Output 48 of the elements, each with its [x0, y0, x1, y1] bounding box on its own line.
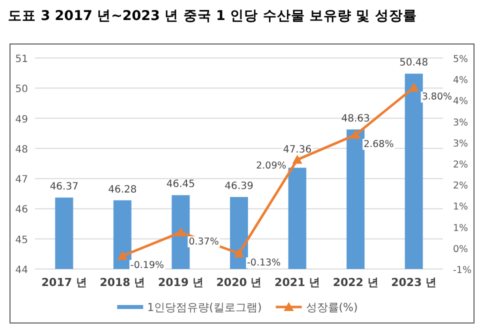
- data-label: 46.28: [108, 184, 137, 196]
- y-tick-label: 46: [15, 204, 28, 216]
- point: [350, 130, 361, 139]
- data-label: -0.13%: [247, 257, 281, 268]
- point: [176, 227, 186, 236]
- x-tick-label: 2020 년: [216, 276, 262, 289]
- y2-tick-label: 3%: [453, 138, 468, 150]
- y2-tick-label: 2%: [453, 160, 468, 170]
- point: [408, 82, 419, 92]
- x-tick-label: 2023 년: [391, 276, 437, 289]
- x-tick-label: 2019 년: [158, 276, 204, 289]
- y-tick-label: 49: [15, 114, 28, 126]
- data-label: 46.45: [166, 179, 196, 190]
- point: [117, 250, 128, 260]
- data-label: 50.48: [400, 58, 428, 69]
- y-tick-label: 44: [15, 265, 28, 276]
- y-tick-label: 45: [15, 234, 28, 246]
- data-label: 2.68%: [364, 138, 394, 150]
- data-label: 46.39: [224, 180, 254, 192]
- data-label: 47.36: [282, 144, 312, 156]
- y-tick-label: 51: [15, 54, 28, 65]
- x-tick-label: 2021 년: [274, 276, 320, 289]
- y2-tick-label: 3%: [453, 117, 468, 128]
- data-label: 46.37: [50, 182, 78, 193]
- data-label: 48.63: [341, 113, 370, 124]
- data-label: 0.37%: [188, 236, 219, 248]
- y2-tick-label: 1%: [453, 222, 468, 234]
- legend-label: 성장률(%): [306, 301, 358, 314]
- data-label: 2.09%: [256, 160, 286, 172]
- legend-label: 1인당점유량(킬로그램): [147, 301, 262, 314]
- y2-tick-label: 4%: [453, 75, 468, 86]
- y-tick-label: 47: [15, 174, 28, 186]
- point: [234, 248, 244, 258]
- y-tick-label: 50: [15, 84, 28, 96]
- x-tick-label: 2018 년: [100, 276, 146, 289]
- data-label: 3.80%: [422, 92, 452, 103]
- y2-tick-label: 2%: [453, 180, 468, 192]
- chart-title: 도표 3 2017 년~2023 년 중국 1 인당 수산물 보유량 및 성장률: [8, 8, 417, 24]
- y2-tick-label: -1%: [453, 265, 472, 276]
- y2-tick-label: 4%: [453, 96, 468, 108]
- data-label: -0.19%: [130, 260, 164, 271]
- point: [292, 154, 302, 164]
- y2-tick-label: 5%: [453, 54, 468, 65]
- y2-tick-label: 1%: [453, 202, 468, 213]
- y-tick-label: 48: [15, 144, 28, 156]
- x-tick-label: 2022 년: [332, 276, 378, 289]
- x-tick-label: 2017 년: [41, 276, 87, 289]
- y2-tick-label: 0%: [453, 244, 468, 255]
